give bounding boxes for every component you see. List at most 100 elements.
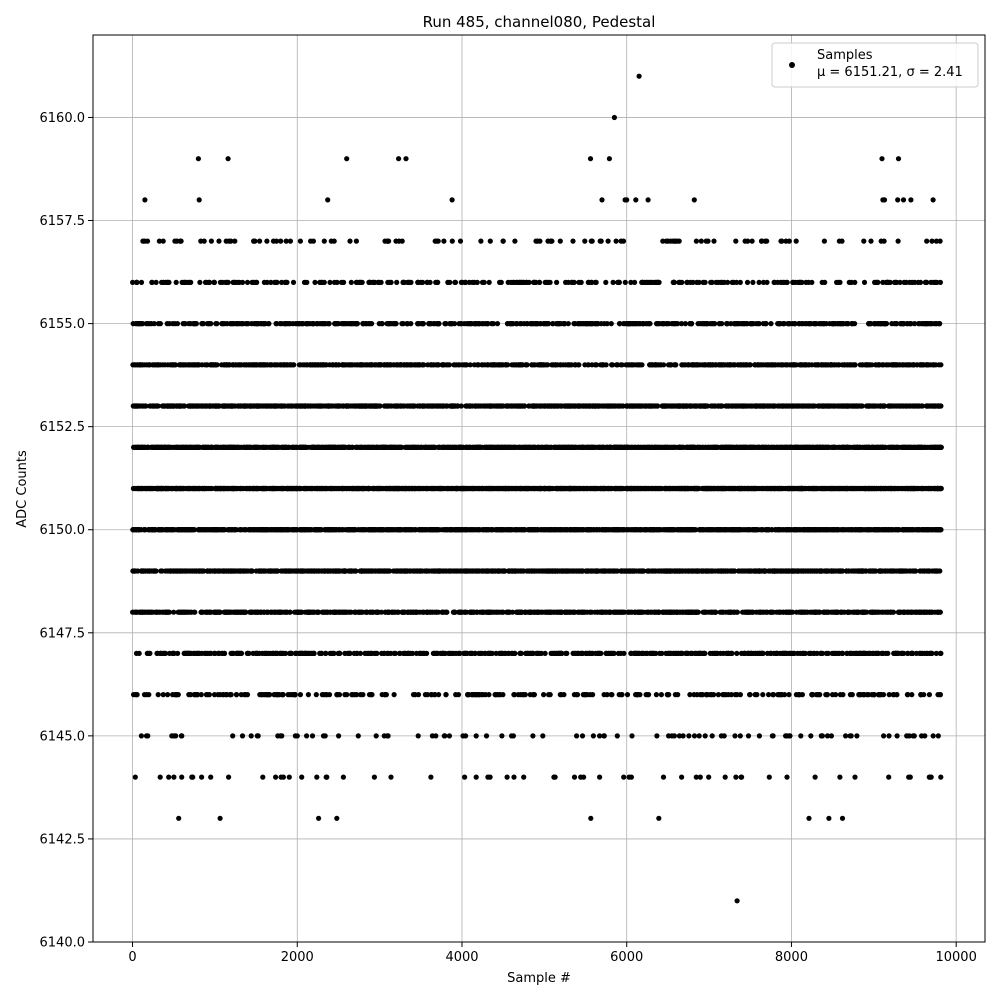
data-point	[715, 692, 722, 698]
data-point	[721, 527, 727, 533]
data-point	[580, 650, 586, 657]
data-point	[685, 527, 691, 533]
data-point	[808, 733, 814, 739]
data-point	[773, 609, 780, 615]
data-point	[205, 692, 211, 698]
data-point	[624, 692, 631, 698]
data-point	[530, 733, 536, 739]
data-point	[266, 568, 272, 574]
data-point	[245, 650, 251, 657]
data-point	[831, 568, 837, 574]
data-point	[482, 650, 488, 657]
data-point	[321, 609, 327, 615]
data-point	[864, 609, 870, 615]
data-point	[658, 692, 665, 698]
data-point	[660, 774, 667, 780]
data-point	[138, 733, 144, 739]
data-point	[287, 568, 293, 574]
data-point	[709, 733, 715, 739]
data-point	[380, 568, 386, 574]
data-point	[707, 650, 713, 657]
data-point	[768, 650, 774, 657]
data-point	[886, 733, 892, 739]
data-point	[178, 733, 184, 739]
data-point	[926, 692, 933, 698]
data-point	[318, 650, 325, 657]
data-point	[379, 692, 385, 698]
data-point	[540, 733, 546, 739]
data-point	[629, 733, 635, 739]
data-point	[217, 815, 223, 821]
data-point	[705, 692, 711, 698]
data-point	[594, 568, 600, 574]
data-point	[148, 609, 154, 615]
data-point	[523, 650, 529, 657]
data-point	[164, 527, 170, 533]
data-point	[393, 568, 399, 574]
data-point	[921, 692, 927, 698]
data-point	[786, 568, 792, 574]
data-point	[521, 568, 527, 574]
data-point	[674, 527, 681, 533]
data-point	[228, 692, 234, 698]
data-point	[305, 692, 311, 698]
data-point	[689, 650, 695, 657]
data-point	[871, 568, 877, 574]
data-point	[255, 733, 261, 739]
data-point	[669, 568, 675, 574]
data-point	[400, 650, 406, 657]
data-point	[316, 527, 322, 533]
data-point	[467, 568, 473, 574]
data-point	[542, 609, 548, 615]
data-point	[493, 692, 499, 698]
data-point	[803, 568, 809, 574]
data-point	[496, 568, 502, 574]
data-point	[221, 568, 227, 574]
data-point	[298, 568, 304, 574]
data-point	[881, 733, 887, 739]
data-point	[259, 568, 265, 574]
data-point	[166, 774, 172, 780]
data-point	[134, 527, 140, 533]
data-point	[691, 733, 698, 739]
data-point	[274, 568, 280, 574]
data-point	[933, 650, 939, 657]
data-point	[925, 568, 931, 574]
data-point	[414, 568, 420, 574]
data-point	[559, 568, 565, 574]
data-point	[879, 650, 885, 657]
data-point	[901, 609, 907, 615]
data-point	[238, 650, 244, 657]
data-point	[500, 609, 506, 615]
data-point	[547, 609, 554, 615]
data-point	[428, 692, 434, 698]
data-point	[171, 609, 177, 615]
data-point	[852, 774, 858, 780]
data-point	[280, 774, 286, 780]
data-point	[521, 774, 527, 780]
data-point	[837, 774, 843, 780]
data-point	[734, 609, 740, 615]
data-point	[647, 650, 653, 657]
data-point	[904, 568, 910, 574]
data-point	[233, 692, 240, 698]
data-point	[615, 527, 621, 533]
data-point	[208, 650, 214, 657]
data-point	[782, 650, 788, 657]
data-point	[737, 733, 743, 739]
data-point	[203, 527, 209, 533]
data-point	[622, 609, 628, 615]
data-point	[770, 692, 777, 698]
data-point	[917, 650, 923, 657]
data-point	[766, 774, 772, 780]
data-point	[610, 527, 616, 533]
data-point	[369, 650, 375, 657]
data-point	[570, 527, 577, 533]
data-point	[632, 568, 638, 574]
data-point	[880, 527, 886, 533]
data-point	[143, 733, 150, 739]
data-point	[710, 568, 716, 574]
data-point	[653, 650, 659, 657]
data-point	[200, 568, 206, 574]
